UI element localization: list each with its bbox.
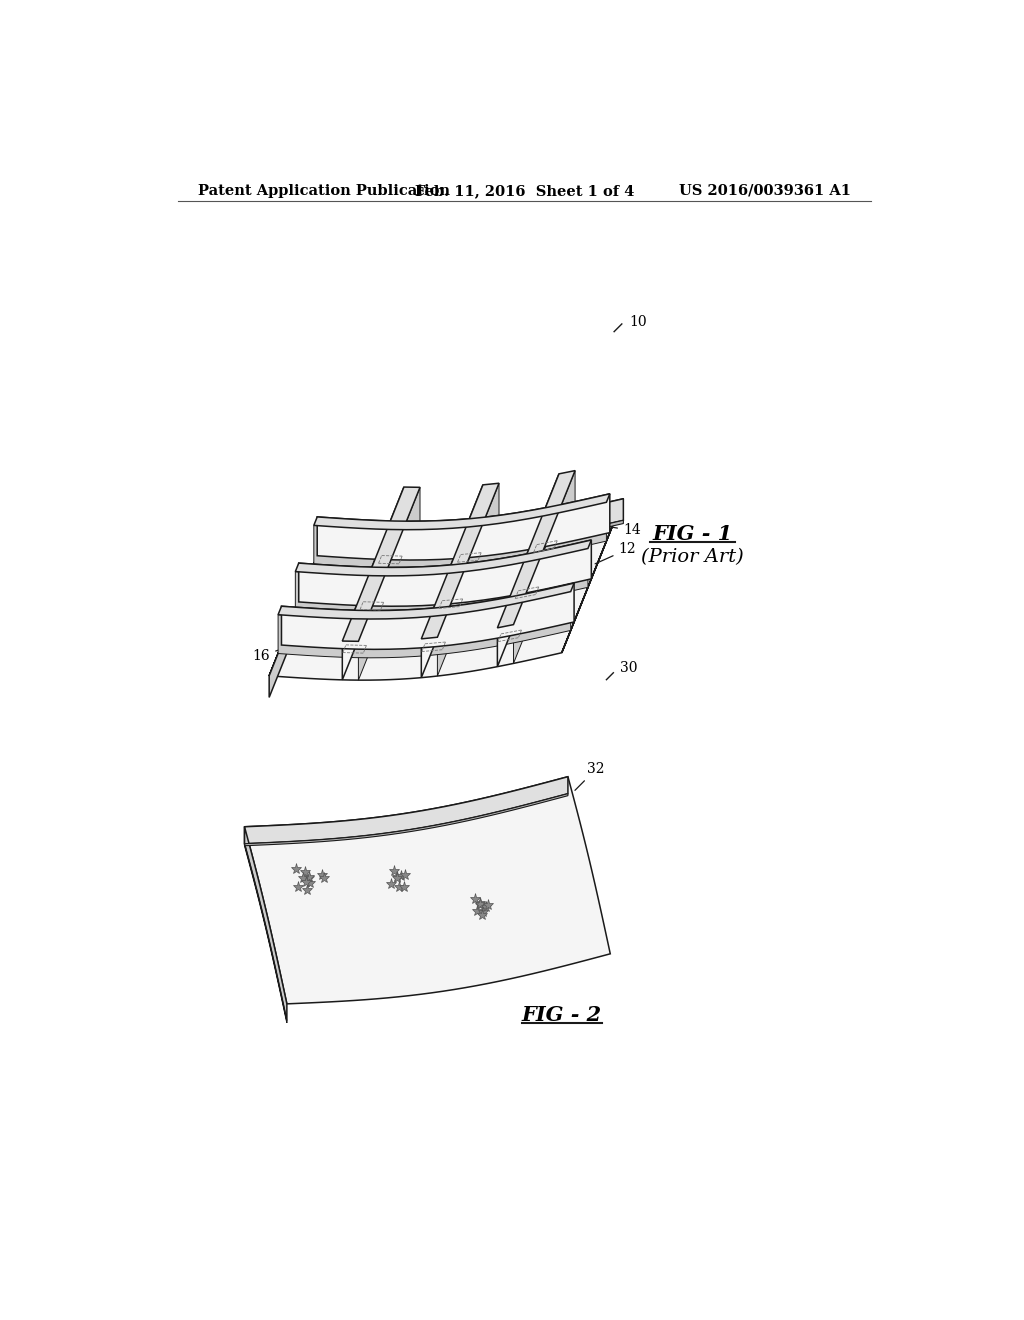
Text: 12: 12 bbox=[595, 543, 636, 564]
Text: FIG - 1: FIG - 1 bbox=[652, 524, 733, 544]
Text: US 2016/0039361 A1: US 2016/0039361 A1 bbox=[679, 183, 851, 198]
Text: Patent Application Publication: Patent Application Publication bbox=[199, 183, 451, 198]
Text: 20: 20 bbox=[472, 537, 501, 553]
Polygon shape bbox=[513, 471, 575, 664]
Polygon shape bbox=[269, 521, 331, 697]
Polygon shape bbox=[342, 487, 420, 642]
Text: Feb. 11, 2016  Sheet 1 of 4: Feb. 11, 2016 Sheet 1 of 4 bbox=[415, 183, 635, 198]
Polygon shape bbox=[245, 826, 287, 1020]
Text: 14: 14 bbox=[602, 524, 641, 537]
Polygon shape bbox=[295, 540, 591, 576]
Polygon shape bbox=[421, 484, 483, 677]
Polygon shape bbox=[358, 487, 420, 680]
Polygon shape bbox=[245, 776, 568, 843]
Text: 36: 36 bbox=[338, 896, 355, 935]
Polygon shape bbox=[498, 474, 559, 667]
Text: 32: 32 bbox=[574, 762, 605, 791]
Polygon shape bbox=[282, 583, 574, 649]
Polygon shape bbox=[313, 503, 606, 569]
Text: 30: 30 bbox=[621, 661, 638, 675]
Text: (Prior Art): (Prior Art) bbox=[641, 548, 744, 566]
Polygon shape bbox=[331, 520, 624, 550]
Polygon shape bbox=[317, 494, 610, 560]
Polygon shape bbox=[342, 487, 403, 680]
Text: 18: 18 bbox=[323, 546, 344, 570]
Text: 22: 22 bbox=[349, 527, 371, 562]
Polygon shape bbox=[498, 471, 575, 628]
Polygon shape bbox=[437, 483, 499, 676]
Polygon shape bbox=[245, 843, 287, 1023]
Polygon shape bbox=[245, 793, 568, 846]
Polygon shape bbox=[269, 499, 624, 680]
Polygon shape bbox=[313, 494, 610, 529]
Text: FIG - 2: FIG - 2 bbox=[521, 1006, 602, 1026]
Polygon shape bbox=[421, 483, 499, 639]
Polygon shape bbox=[299, 540, 591, 606]
Polygon shape bbox=[331, 499, 624, 548]
Polygon shape bbox=[279, 591, 570, 657]
Text: 16: 16 bbox=[253, 648, 282, 663]
Polygon shape bbox=[245, 776, 610, 1003]
Polygon shape bbox=[279, 583, 574, 619]
Text: 34: 34 bbox=[293, 837, 314, 865]
Polygon shape bbox=[295, 549, 588, 615]
Text: 10: 10 bbox=[630, 314, 647, 329]
